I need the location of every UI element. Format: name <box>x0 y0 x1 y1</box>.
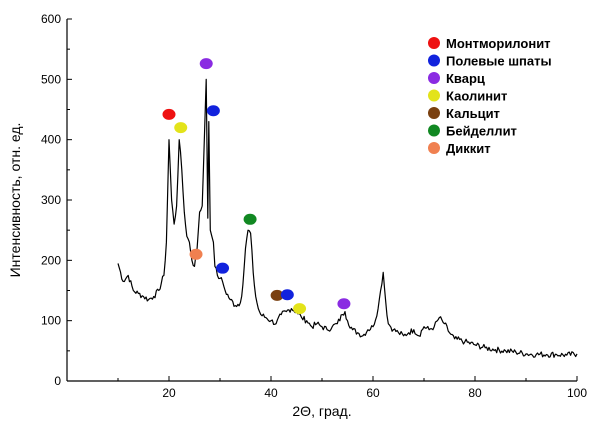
legend-marker <box>428 37 440 49</box>
phase-marker <box>243 213 257 225</box>
y-tick-label: 100 <box>41 314 61 328</box>
legend-marker <box>428 54 440 67</box>
y-axis-ticks: 0 100 200 300 400 500 600 <box>41 12 72 388</box>
series-line <box>117 78 578 358</box>
phase-marker <box>189 248 203 260</box>
phase-markers <box>162 58 351 315</box>
x-axis-label: 2Θ, град. <box>292 403 351 419</box>
y-axis-label: Интенсивность, отн. ед. <box>7 123 23 278</box>
x-tick-label: 40 <box>264 386 278 400</box>
phase-marker <box>199 58 213 70</box>
phase-marker <box>270 289 284 301</box>
legend-marker <box>428 89 440 102</box>
legend-label: Монтморилонит <box>446 36 551 51</box>
phase-marker <box>206 105 220 117</box>
legend: Монтморилонит Полевые шпаты Кварц Каолинит К… <box>428 36 552 156</box>
x-tick-label: 100 <box>567 386 587 400</box>
legend-label: Бейделлит <box>446 124 517 139</box>
legend-label: Каолинит <box>446 89 507 104</box>
phase-marker <box>162 108 176 120</box>
x-tick-label: 60 <box>366 386 380 400</box>
y-tick-label: 200 <box>41 253 61 267</box>
legend-marker <box>428 72 440 84</box>
legend-label: Кварц <box>446 71 485 86</box>
legend-marker <box>428 124 440 137</box>
y-tick-label: 300 <box>41 193 61 207</box>
legend-label: Кальцит <box>446 106 500 121</box>
phase-marker <box>216 262 230 274</box>
phase-marker <box>174 122 188 134</box>
legend-label: Диккит <box>446 141 491 156</box>
y-tick-label: 500 <box>41 72 61 86</box>
legend-marker <box>428 107 440 119</box>
x-tick-label: 20 <box>162 386 176 400</box>
x-axis-ticks: 20 40 60 80 100 <box>117 376 587 400</box>
x-tick-label: 80 <box>468 386 482 400</box>
legend-marker <box>428 142 440 154</box>
phase-marker <box>293 303 307 315</box>
legend-label: Полевые шпаты <box>446 54 552 69</box>
y-tick-label: 0 <box>54 374 61 388</box>
phase-marker <box>280 289 294 301</box>
y-tick-label: 400 <box>41 133 61 147</box>
y-tick-label: 600 <box>41 12 61 26</box>
phase-marker <box>337 298 351 310</box>
